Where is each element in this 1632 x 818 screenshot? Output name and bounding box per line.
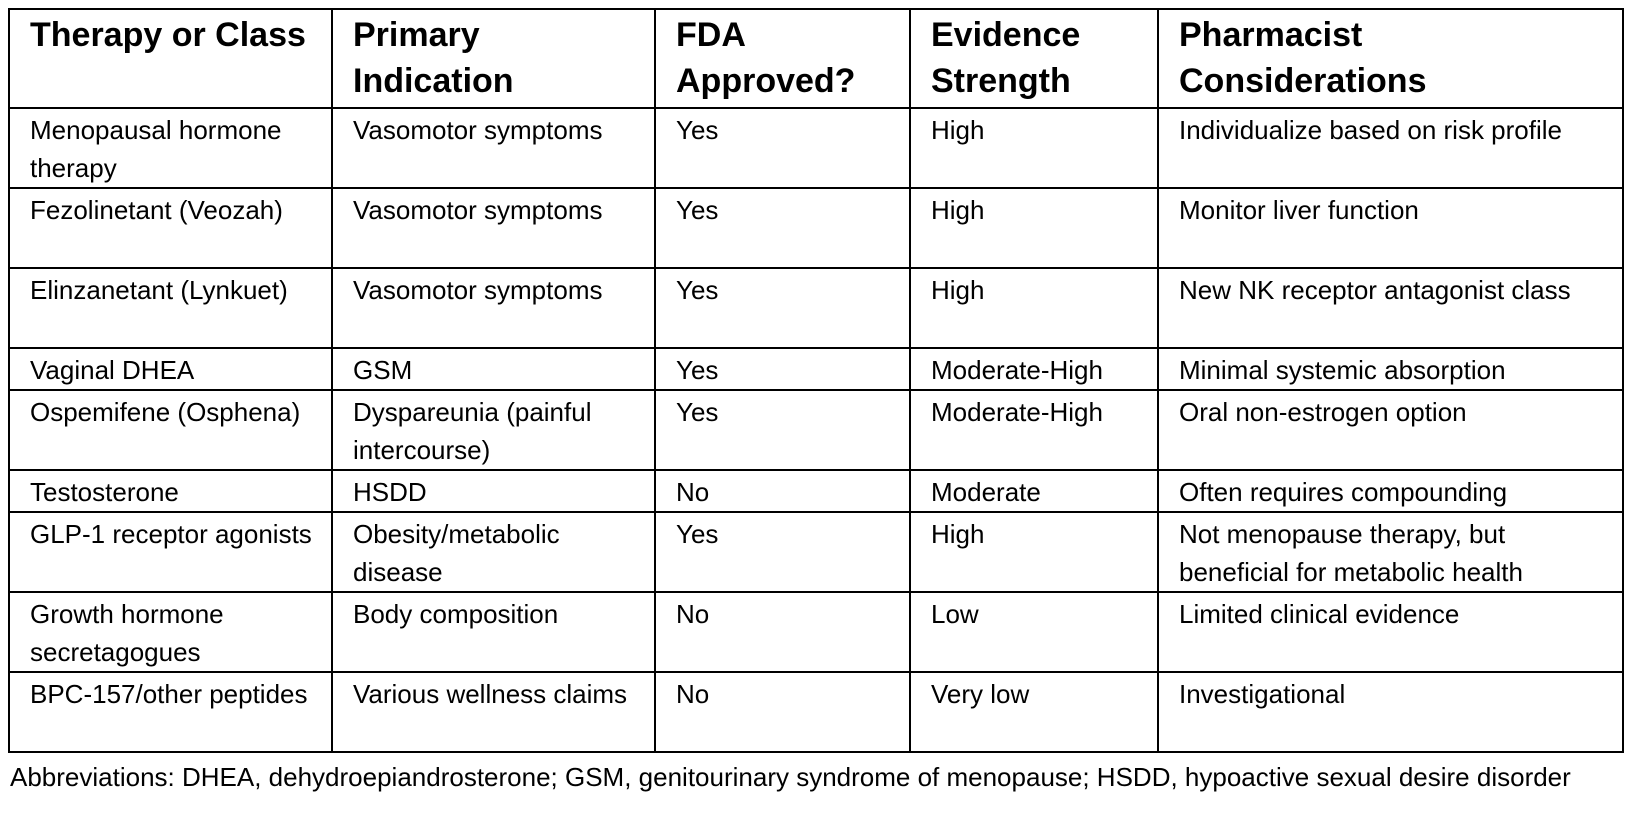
- table-cell: High: [909, 267, 1159, 349]
- table-row: Growth hormone secretagogues Body composi…: [8, 591, 1624, 673]
- table-cell: Limited clinical evidence: [1157, 591, 1624, 673]
- table-cell: Moderate-High: [909, 389, 1159, 471]
- table-cell: No: [654, 469, 911, 513]
- table: Therapy or Class Primary Indication FDA Ap…: [8, 8, 1624, 753]
- table-body: Menopausal hormone therapy Vasomotor symp…: [8, 107, 1624, 753]
- header-cell: Primary Indication: [331, 8, 656, 109]
- table-row: Testosterone HSDD No Moderate Often requires…: [8, 469, 1624, 513]
- table-cell: High: [909, 511, 1159, 593]
- table-cell: Dyspareunia (painful intercourse): [331, 389, 656, 471]
- header-cell: Evidence Strength: [909, 8, 1159, 109]
- header-cell: FDA Approved?: [654, 8, 911, 109]
- table-cell: BPC-157/other peptides: [8, 671, 333, 753]
- table-cell: GSM: [331, 347, 656, 391]
- table-cell: Moderate: [909, 469, 1159, 513]
- document: Therapy or Class Primary Indication FDA Ap…: [8, 8, 1624, 799]
- table-cell: HSDD: [331, 469, 656, 513]
- table-cell: Yes: [654, 267, 911, 349]
- table-cell: No: [654, 591, 911, 673]
- table-cell: New NK receptor antagonist class: [1157, 267, 1624, 349]
- table-cell: Ospemifene (Osphena): [8, 389, 333, 471]
- table-cell: Vaginal DHEA: [8, 347, 333, 391]
- table-cell: Menopausal hormone therapy: [8, 107, 333, 189]
- table-cell: Monitor liver function: [1157, 187, 1624, 269]
- table-row: Elinzanetant (Lynkuet) Vasomotor symptoms…: [8, 267, 1624, 349]
- header-cell: Pharmacist Considerations: [1157, 8, 1624, 109]
- table-cell: Often requires compounding: [1157, 469, 1624, 513]
- table-row: GLP-1 receptor agonists Obesity/metabolic…: [8, 511, 1624, 593]
- table-cell: GLP-1 receptor agonists: [8, 511, 333, 593]
- table-cell: Not menopause therapy, but beneficial fo…: [1157, 511, 1624, 593]
- table-cell: Yes: [654, 187, 911, 269]
- table-cell: Obesity/metabolic disease: [331, 511, 656, 593]
- table-cell: Growth hormone secretagogues: [8, 591, 333, 673]
- header-cell: Therapy or Class: [8, 8, 333, 109]
- table-cell: Yes: [654, 347, 911, 391]
- table-cell: Body composition: [331, 591, 656, 673]
- table-cell: Investigational: [1157, 671, 1624, 753]
- table-cell: Oral non-estrogen option: [1157, 389, 1624, 471]
- table-row: Vaginal DHEA GSM Yes Moderate-High Minimal s…: [8, 347, 1624, 391]
- table-cell: Testosterone: [8, 469, 333, 513]
- table-row: BPC-157/other peptides Various wellness c…: [8, 671, 1624, 753]
- table-cell: Vasomotor symptoms: [331, 187, 656, 269]
- table-cell: Various wellness claims: [331, 671, 656, 753]
- table-row: Ospemifene (Osphena) Dyspareunia (painful…: [8, 389, 1624, 471]
- table-cell: Moderate-High: [909, 347, 1159, 391]
- table-cell: Yes: [654, 107, 911, 189]
- footnote: Abbreviations: DHEA, dehydroepiandroster…: [10, 762, 1571, 792]
- table-cell: Yes: [654, 511, 911, 593]
- table-cell: Minimal systemic absorption: [1157, 347, 1624, 391]
- table-cell: Low: [909, 591, 1159, 673]
- table-cell: Individualize based on risk profile: [1157, 107, 1624, 189]
- table-cell: High: [909, 187, 1159, 269]
- table-cell: No: [654, 671, 911, 753]
- header-row: Therapy or Class Primary Indication FDA Ap…: [8, 8, 1624, 109]
- table-row: Menopausal hormone therapy Vasomotor symp…: [8, 107, 1624, 189]
- table-cell: Very low: [909, 671, 1159, 753]
- table-cell: Elinzanetant (Lynkuet): [8, 267, 333, 349]
- table-cell: Vasomotor symptoms: [331, 267, 656, 349]
- table-cell: High: [909, 107, 1159, 189]
- table-cell: Vasomotor symptoms: [331, 107, 656, 189]
- table-cell: Fezolinetant (Veozah): [8, 187, 333, 269]
- table-row: Fezolinetant (Veozah) Vasomotor symptoms Y…: [8, 187, 1624, 269]
- table-cell: Yes: [654, 389, 911, 471]
